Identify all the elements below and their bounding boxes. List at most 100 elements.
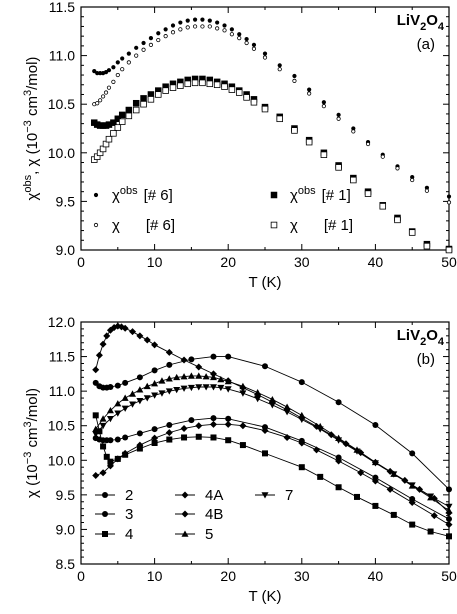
- data-point: [409, 521, 416, 528]
- data-point: [107, 458, 114, 465]
- data-point: [316, 426, 324, 433]
- data-point: [170, 23, 176, 28]
- data-point: [410, 177, 415, 183]
- data-point: [215, 20, 220, 25]
- x-tick-label: 20: [220, 254, 236, 270]
- data-point: [254, 389, 262, 396]
- data-point: [156, 37, 161, 43]
- y-tick-label: 12.0: [48, 314, 75, 330]
- data-point: [222, 23, 227, 28]
- data-point: [192, 17, 198, 22]
- data-point: [141, 47, 146, 52]
- y-axis-title: χobs, χ (10−3 cm3/mol): [22, 57, 41, 201]
- data-point: [166, 361, 173, 368]
- data-point: [277, 63, 282, 68]
- data-point: [427, 528, 434, 535]
- data-point: [446, 516, 452, 523]
- data-point: [200, 17, 205, 22]
- data-point: [100, 94, 106, 99]
- data-point: [99, 469, 107, 477]
- panel-b: 0 10 20 30 40 50 8.5 9.0 9.5 10.0 10.5 11.0 11.5 12.0…: [22, 314, 457, 605]
- data-point: [445, 521, 453, 529]
- y-tick-label: 9.0: [56, 521, 76, 537]
- data-point: [277, 67, 282, 72]
- data-point: [364, 190, 372, 197]
- data-point: [134, 45, 139, 50]
- data-point: [408, 498, 416, 506]
- data-point: [209, 384, 217, 391]
- data-point: [177, 78, 184, 86]
- x-tick-label: 0: [77, 568, 85, 584]
- data-point: [192, 24, 198, 29]
- data-point: [170, 30, 176, 35]
- data-point: [132, 106, 140, 114]
- data-point: [224, 377, 232, 385]
- legend-marker: [93, 222, 99, 228]
- data-point: [114, 382, 121, 389]
- data-point: [107, 437, 114, 444]
- data-point: [110, 130, 117, 137]
- data-point: [206, 76, 214, 84]
- data-point: [262, 55, 268, 60]
- data-point: [126, 60, 131, 65]
- data-point: [224, 386, 232, 393]
- data-point: [184, 76, 191, 84]
- data-point: [261, 105, 269, 113]
- legend-marker: [181, 530, 189, 537]
- data-point: [336, 116, 341, 121]
- data-point: [239, 390, 247, 397]
- data-point: [121, 405, 129, 412]
- data-point: [151, 426, 158, 433]
- legend-entry: χ [# 6]: [112, 217, 175, 234]
- data-point: [298, 416, 306, 423]
- y-tick-label: 9.5: [56, 193, 76, 209]
- data-point: [195, 384, 203, 391]
- y-tick-label: 10.0: [48, 145, 75, 161]
- legend-marker: [93, 192, 99, 198]
- data-point: [151, 392, 159, 399]
- x-tick-label: 10: [147, 568, 163, 584]
- data-point: [114, 455, 122, 463]
- data-point: [335, 164, 342, 171]
- y-tick-label: 9.5: [56, 487, 76, 503]
- data-point: [335, 457, 343, 465]
- data-point: [188, 417, 195, 424]
- data-point: [351, 129, 356, 134]
- data-point: [151, 434, 159, 442]
- data-point: [136, 398, 144, 405]
- data-point: [115, 72, 120, 78]
- data-point: [292, 73, 297, 79]
- series-line: [95, 356, 450, 490]
- data-point: [110, 119, 117, 126]
- data-point: [106, 85, 112, 90]
- legend-marker: [102, 511, 108, 517]
- y-tick-label: 10.5: [48, 418, 75, 434]
- data-point: [191, 79, 199, 87]
- data-point: [446, 486, 452, 493]
- data-point: [298, 439, 306, 447]
- data-point: [237, 36, 242, 41]
- data-point: [353, 448, 361, 455]
- data-point: [207, 18, 212, 23]
- legend-entry: 2: [125, 487, 133, 504]
- series-4: [92, 412, 452, 540]
- data-point: [243, 94, 250, 101]
- data-point: [100, 443, 107, 450]
- data-point: [379, 203, 387, 210]
- data-point: [166, 422, 173, 429]
- data-point: [120, 56, 125, 61]
- data-point: [99, 340, 107, 348]
- data-point: [239, 442, 246, 449]
- data-point: [163, 34, 168, 39]
- y-axis-title: χ (10−3 cm3/mol): [22, 388, 41, 498]
- legend-entry: 4B: [205, 506, 223, 523]
- data-point: [235, 89, 243, 96]
- data-point: [162, 83, 169, 90]
- legend-marker: [181, 510, 189, 518]
- x-tick-label: 40: [368, 568, 384, 584]
- data-point: [147, 96, 155, 103]
- legend-marker: [181, 491, 189, 499]
- legend-entry: 7: [285, 487, 293, 504]
- data-point: [217, 384, 225, 392]
- data-point: [148, 36, 154, 41]
